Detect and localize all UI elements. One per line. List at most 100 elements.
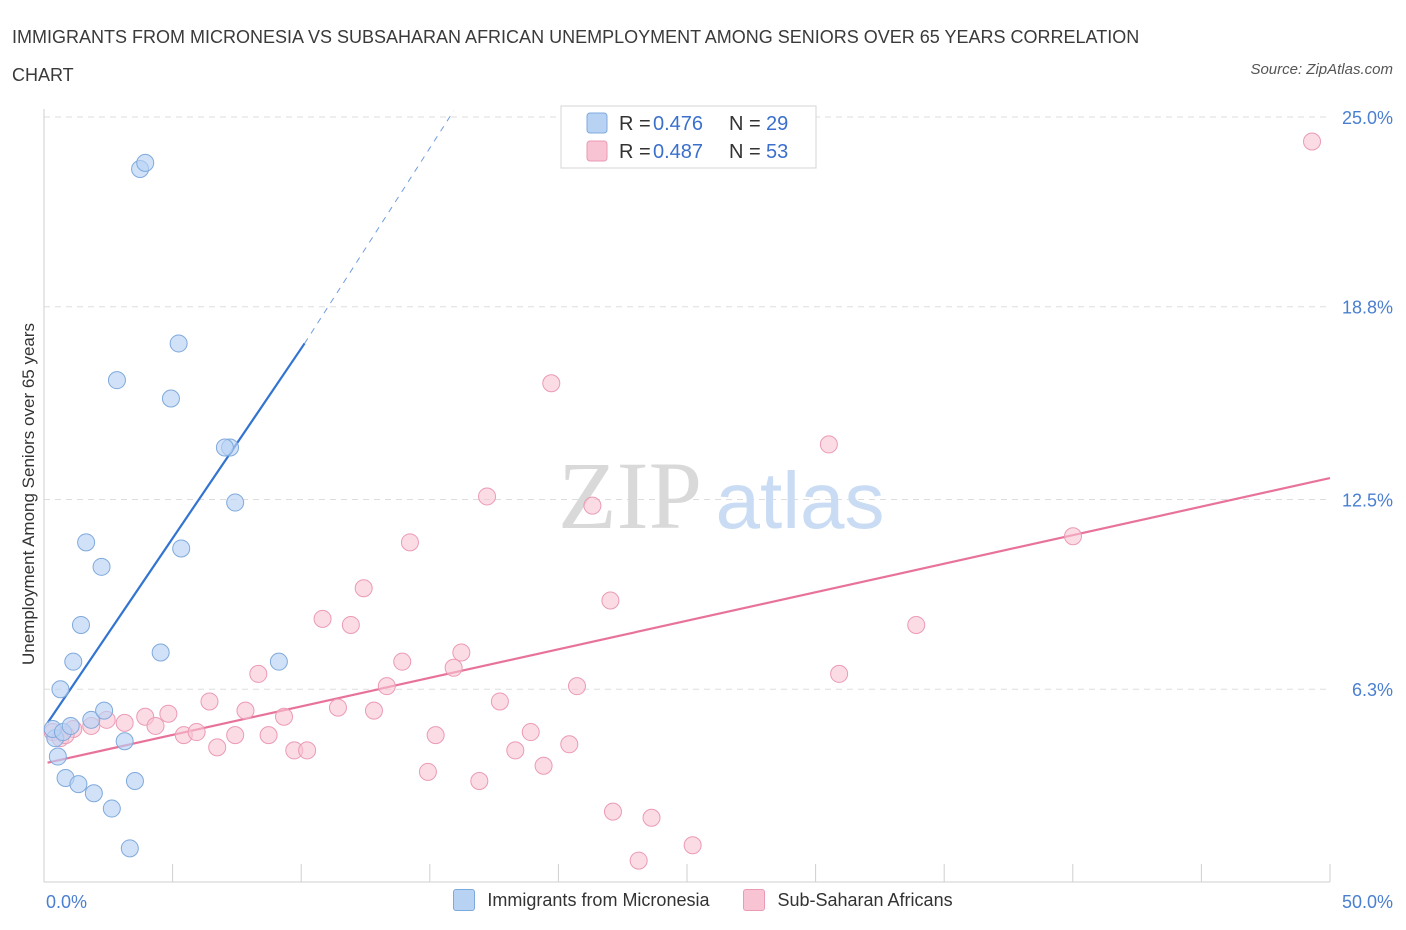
legend-item-subsaharan: Sub-Saharan Africans [743,889,953,911]
data-point-subsaharan [426,726,445,745]
gridlines [44,116,1330,690]
data-point-subsaharan [364,701,383,720]
data-point-subsaharan [226,726,245,745]
trend-line-micronesia-extension [304,110,455,344]
data-point-micronesia [107,371,126,390]
legend-n-label-pink: N = [729,141,761,163]
axes [43,109,1331,883]
data-point-micronesia [172,539,191,558]
legend-swatch-subsaharan [743,889,766,911]
legend-n-label-blue: N = [729,113,761,135]
data-point-subsaharan [313,609,332,628]
data-point-subsaharan [583,496,602,515]
data-point-micronesia [161,389,180,408]
x-tick-label-max: 50.0% [1342,892,1393,912]
y-tick-label: 25.0% [1342,108,1393,128]
watermark-zip: ZIP [558,442,702,549]
data-point-subsaharan [1064,527,1082,546]
data-point-subsaharan [115,713,134,732]
y-tick-label: 6.3% [1352,680,1393,700]
data-point-subsaharan [567,677,586,696]
legend-label-subsaharan: Sub-Saharan Africans [777,889,953,910]
data-point-micronesia [169,334,188,353]
data-point-subsaharan [259,726,278,745]
legend-swatch-micronesia [453,889,476,911]
data-point-micronesia [51,680,70,699]
trend-line-subsaharan [47,477,1331,764]
legend-r-label-blue: R = [619,113,651,135]
data-point-subsaharan [208,738,227,757]
data-point-subsaharan [200,692,219,711]
x-tick-label-min: 0.0% [46,892,87,912]
legend-swatch-blue [586,112,608,134]
data-point-subsaharan [478,487,497,506]
data-point-subsaharan [819,435,838,454]
data-point-micronesia [69,775,88,794]
series-legend: Immigrants from Micronesia Sub-Saharan A… [0,889,1406,911]
data-point-micronesia [136,153,155,172]
data-point-subsaharan [298,741,317,760]
data-point-subsaharan [629,851,648,870]
data-point-micronesia [82,710,101,729]
data-point-subsaharan [642,808,661,827]
data-point-micronesia [215,438,234,457]
data-point-micronesia [125,772,144,791]
stats-legend: R = 0.476 N = 29 R = 0.487 N = 53 [560,105,817,169]
y-axis-label: Unemployment Among Seniors over 65 years [19,323,38,665]
data-point-subsaharan [275,707,294,726]
data-point-micronesia [61,716,80,735]
legend-r-label-pink: R = [619,141,651,163]
watermark-atlas: atlas [716,456,885,545]
data-point-subsaharan [249,664,268,683]
data-point-subsaharan [159,704,178,723]
data-point-subsaharan [470,772,489,791]
data-point-subsaharan [542,374,561,393]
legend-n-value-pink: 53 [766,141,788,163]
data-point-subsaharan [444,658,463,677]
data-point-micronesia [48,747,67,766]
y-tick-labels: 6.3% 12.5% 18.8% 25.0% [1342,108,1393,700]
y-tick-label: 12.5% [1342,491,1393,511]
trend-line-micronesia [46,342,306,724]
data-point-micronesia [84,784,103,803]
data-point-subsaharan [400,533,419,552]
chart-title: IMMIGRANTS FROM MICRONESIA VS SUBSAHARAN… [12,27,1140,85]
data-point-subsaharan [328,698,347,717]
legend-label-micronesia: Immigrants from Micronesia [487,889,710,910]
data-point-micronesia [115,732,134,751]
trend-lines [46,110,1331,764]
legend-n-value-blue: 29 [766,113,788,135]
data-point-subsaharan [377,677,396,696]
data-point-subsaharan [187,723,206,742]
data-point-micronesia [95,701,114,720]
data-point-subsaharan [341,615,360,634]
data-point-micronesia [102,799,121,818]
data-point-subsaharan [560,735,579,754]
data-point-subsaharan [354,579,373,598]
data-point-micronesia [151,643,170,662]
data-point-micronesia [71,615,90,634]
data-point-subsaharan [534,756,553,775]
data-point-subsaharan [521,723,540,742]
data-point-micronesia [120,839,139,858]
data-point-micronesia [77,533,96,552]
data-point-subsaharan [452,643,471,662]
data-point-subsaharan [830,664,849,683]
data-point-micronesia [64,652,83,671]
legend-item-micronesia: Immigrants from Micronesia [453,889,709,911]
data-point-subsaharan [418,762,437,781]
data-point-subsaharan [506,741,525,760]
data-point-micronesia [226,493,245,512]
legend-r-value-blue: 0.476 [653,113,703,135]
data-point-subsaharan [683,836,702,855]
data-point-subsaharan [393,652,412,671]
data-point-micronesia [92,557,111,576]
data-point-subsaharan [490,692,509,711]
source-label: Source: ZipAtlas.com [1250,61,1393,78]
data-point-subsaharan [907,615,926,634]
y-tick-label: 18.8% [1342,298,1393,318]
data-point-subsaharan [1303,132,1322,151]
data-point-subsaharan [601,591,620,610]
data-point-subsaharan [146,716,165,735]
legend-r-value-pink: 0.487 [653,141,703,163]
